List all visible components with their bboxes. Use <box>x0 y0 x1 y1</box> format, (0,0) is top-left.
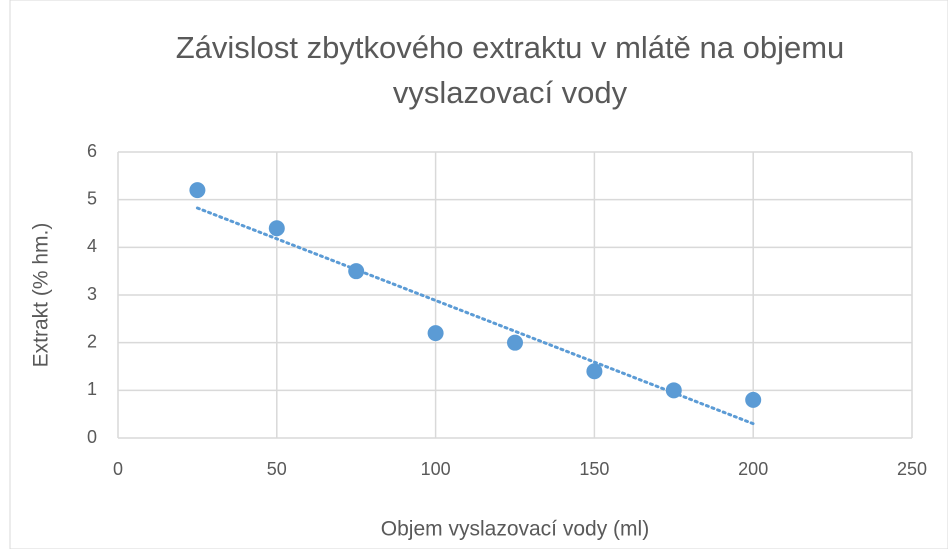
y-tick-label: 0 <box>87 427 97 447</box>
x-tick-label: 250 <box>897 459 927 479</box>
chart-title: vyslazovací vody <box>393 75 628 110</box>
y-tick-label: 3 <box>87 284 97 304</box>
data-point <box>427 325 444 342</box>
data-point <box>189 182 206 199</box>
x-tick-label: 50 <box>267 459 287 479</box>
trendline <box>195 206 755 426</box>
data-point <box>665 382 682 399</box>
chart-title: Závislost zbytkového extraktu v mlátě na… <box>176 30 845 65</box>
y-tick-label: 6 <box>87 141 97 161</box>
chart-frame <box>9 0 948 549</box>
y-tick-label: 5 <box>87 188 97 208</box>
x-tick-label: 150 <box>579 459 609 479</box>
data-point <box>348 263 365 280</box>
x-tick-label: 0 <box>113 459 123 479</box>
data-point <box>507 334 523 351</box>
x-axis-label: Objem vyslazovací vody (ml) <box>381 518 649 541</box>
y-tick-label: 1 <box>87 379 97 399</box>
data-point <box>586 363 603 380</box>
x-tick-label: 200 <box>738 459 768 479</box>
data-point <box>268 220 285 237</box>
y-axis-label: Extrakt (% hm.) <box>30 223 53 368</box>
data-point <box>745 391 762 408</box>
y-tick-label: 2 <box>87 331 97 351</box>
x-tick-label: 100 <box>421 459 451 479</box>
y-tick-label: 4 <box>87 236 97 256</box>
